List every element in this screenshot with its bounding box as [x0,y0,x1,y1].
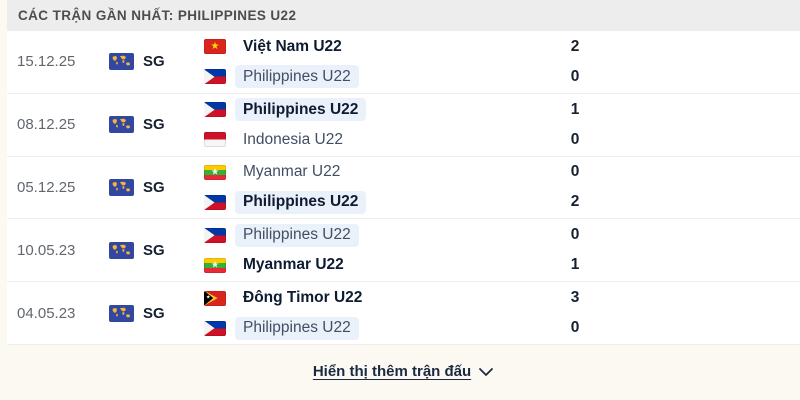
home-team-name: Myanmar U22 [243,163,341,181]
away-team: Philippines U22 [204,316,560,341]
teams: Myanmar U22 Philippines U22 [204,160,560,215]
away-team-score: 0 [570,67,580,85]
away-team-score: 0 [570,319,580,337]
away-team-name: Philippines U22 [235,65,359,89]
away-team-name: Philippines U22 [235,316,359,340]
away-team-score: 1 [570,256,580,274]
competition: SG [109,178,204,196]
scores: 0 2 [560,160,590,215]
match-row[interactable]: 08.12.25 SG Philippines U22 [7,94,800,157]
philippines-flag-icon [204,227,226,243]
match-row[interactable]: 04.05.23 SG ★ Đông Timor U22 [7,282,800,345]
scores: 1 0 [560,97,590,152]
home-team-name: Việt Nam U22 [243,37,342,55]
away-team-name: Philippines U22 [235,190,367,214]
match-row[interactable]: 15.12.25 SG Việt Nam U22 P [7,31,800,94]
home-team-score: 3 [570,289,580,307]
show-more-link[interactable]: Hiển thị thêm trận đấu [313,363,494,380]
competition-code: SG [143,116,165,134]
match-date: 15.12.25 [17,53,76,71]
home-team-score: 1 [570,100,580,118]
away-team-name: Myanmar U22 [243,256,344,274]
competition: SG [109,241,204,259]
recent-matches-widget: CÁC TRẬN GẦN NHẤT: PHILIPPINES U22 15.12… [7,0,800,399]
away-team: Indonesia U22 [204,127,560,152]
competition: SG [109,53,204,71]
away-team: Myanmar U22 [204,253,560,278]
sea-games-icon [109,304,134,322]
widget-footer: Hiển thị thêm trận đấu [7,344,800,399]
teams: Philippines U22 Myanmar U22 [204,223,560,278]
home-team: Myanmar U22 [204,160,560,185]
competition: SG [109,116,204,134]
away-team-score: 2 [570,193,580,211]
home-team: Việt Nam U22 [204,34,560,59]
vietnam-flag-icon [204,39,226,55]
teams: Philippines U22 Indonesia U22 [204,97,560,152]
home-team-score: 0 [570,226,580,244]
match-row[interactable]: 05.12.25 SG Myanmar U22 Ph [7,157,800,220]
myanmar-flag-icon [204,257,226,273]
scores: 0 1 [560,223,590,278]
widget-title: CÁC TRẬN GẦN NHẤT: PHILIPPINES U22 [18,8,297,23]
philippines-flag-icon [204,69,226,85]
home-team-name: Đông Timor U22 [243,289,363,307]
scores: 3 0 [560,286,590,341]
away-team-score: 0 [570,130,580,148]
away-team: Philippines U22 [204,190,560,215]
match-date: 10.05.23 [17,241,76,259]
timor-leste-flag-icon: ★ [204,290,226,306]
philippines-flag-icon [204,320,226,336]
competition-code: SG [143,53,165,71]
myanmar-flag-icon [204,164,226,180]
sea-games-icon [109,178,134,196]
philippines-flag-icon [204,102,226,118]
home-team-score: 2 [570,37,580,55]
away-team-name: Indonesia U22 [243,130,343,148]
home-team-name: Philippines U22 [235,98,367,122]
away-team: Philippines U22 [204,64,560,89]
sea-games-icon [109,53,134,71]
teams: Việt Nam U22 Philippines U22 [204,34,560,89]
competition-code: SG [143,304,165,322]
match-row[interactable]: 10.05.23 SG Philippines U22 [7,219,800,283]
competition-code: SG [143,178,165,196]
show-more-label: Hiển thị thêm trận đấu [312,363,472,381]
widget-header: CÁC TRẬN GẦN NHẤT: PHILIPPINES U22 [7,0,800,31]
philippines-flag-icon [204,194,226,210]
match-date: 08.12.25 [17,116,76,134]
match-date: 04.05.23 [17,304,76,322]
competition-code: SG [143,241,165,259]
home-team-name: Philippines U22 [235,223,359,247]
scores: 2 0 [560,34,590,89]
match-list: 15.12.25 SG Việt Nam U22 P [7,31,800,345]
home-team: Philippines U22 [204,223,560,248]
sea-games-icon [109,116,134,134]
match-date: 05.12.25 [17,178,76,196]
home-team: Philippines U22 [204,97,560,122]
home-team: ★ Đông Timor U22 [204,286,560,311]
indonesia-flag-icon [204,132,226,148]
competition: SG [109,304,204,322]
chevron-down-icon [478,367,494,377]
sea-games-icon [109,241,134,259]
home-team-score: 0 [570,163,580,181]
teams: ★ Đông Timor U22 Philippines U22 [204,286,560,341]
